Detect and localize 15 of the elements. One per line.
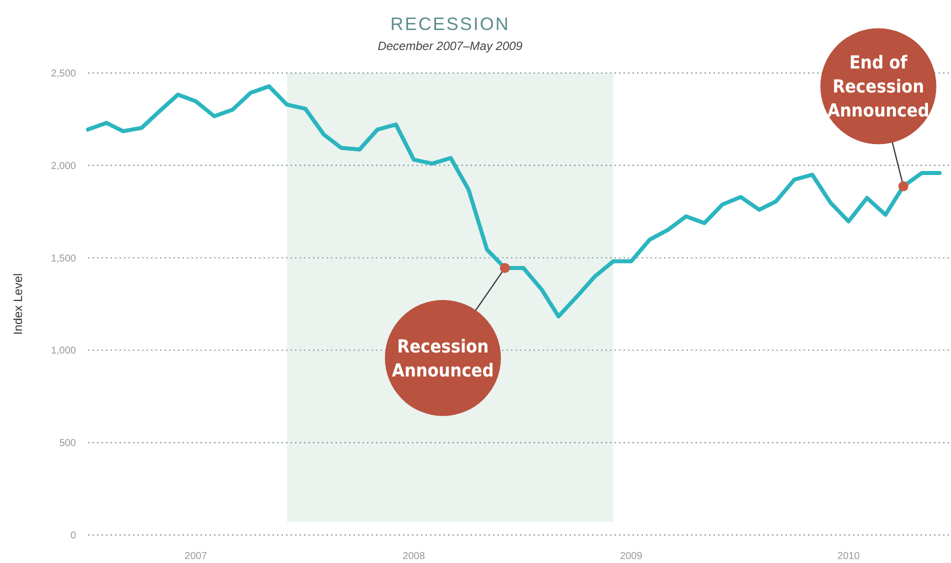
x-tick-label: 2007	[184, 551, 208, 562]
x-tick-label: 2008	[402, 551, 426, 562]
y-tick-label: 1,500	[50, 253, 76, 264]
annotation: End of Recession Announced	[827, 52, 930, 122]
chart-title: RECESSION	[390, 14, 510, 34]
chart-subtitle: December 2007–May 2009	[378, 39, 523, 53]
y-tick-label: 500	[59, 438, 76, 450]
x-tick-label: 2009	[620, 551, 643, 562]
y-tick-label: 2,000	[50, 160, 76, 172]
y-tick-label: 2,500	[50, 68, 76, 80]
y-tick-label: 1,000	[50, 346, 76, 357]
x-tick-label: 2010	[837, 551, 860, 562]
y-axis-title: Index Level	[11, 273, 25, 335]
y-tick-label: 0	[70, 530, 76, 542]
annotation: Recession Announced	[392, 336, 494, 382]
